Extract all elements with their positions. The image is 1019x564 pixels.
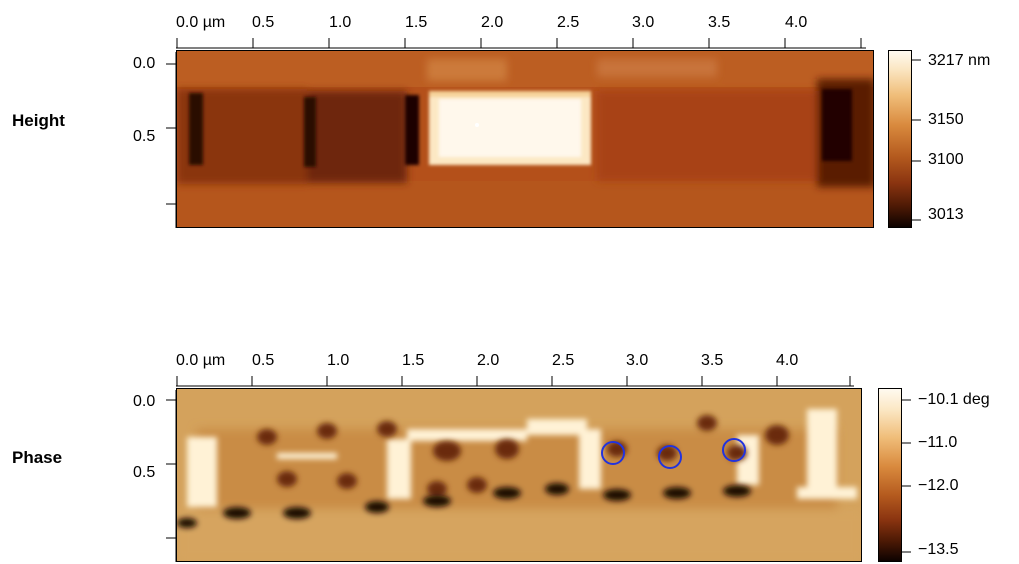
- height-y-tick: 0.5: [133, 128, 156, 145]
- height-colorbar-label: 3217 nm: [928, 52, 991, 69]
- height-y-tick: 0.0: [133, 55, 156, 72]
- phase-x-tick: 0.0 µm: [176, 352, 226, 369]
- phase-x-tick: 1.5: [402, 352, 425, 369]
- phase-colorbar-label: −12.0: [918, 477, 959, 494]
- height-colorbar: [888, 50, 912, 228]
- height-colorbar-label: 3013: [928, 206, 964, 223]
- phase-colorbar-label: −10.1 deg: [918, 391, 990, 408]
- height-colorbar-label: 3150: [928, 111, 964, 128]
- height-x-tick: 2.0: [481, 14, 504, 31]
- phase-x-tick: 3.0: [626, 352, 649, 369]
- height-x-tick: 4.0: [785, 14, 808, 31]
- height-colorbar-ticks: [911, 59, 921, 221]
- marker-circle: [658, 445, 682, 469]
- height-x-tick: 1.0: [329, 14, 352, 31]
- phase-colorbar-ticks: [901, 399, 911, 553]
- phase-x-tick: 2.5: [552, 352, 575, 369]
- phase-colorbar-label: −11.0: [918, 434, 958, 451]
- height-x-tick: 1.5: [405, 14, 428, 31]
- phase-x-tick: 1.0: [327, 352, 350, 369]
- phase-x-tick: 0.5: [252, 352, 275, 369]
- phase-map-image: [176, 388, 862, 562]
- phase-y-tick: 0.0: [133, 393, 156, 410]
- phase-x-axis: [176, 376, 854, 387]
- height-x-tick: 2.5: [557, 14, 580, 31]
- phase-colorbar: [878, 388, 902, 562]
- phase-label: Phase: [12, 448, 63, 467]
- height-colorbar-label: 3100: [928, 151, 964, 168]
- marker-circle: [722, 438, 746, 462]
- phase-x-tick: 4.0: [776, 352, 799, 369]
- height-x-tick: 3.5: [708, 14, 731, 31]
- height-x-tick: 0.5: [252, 14, 275, 31]
- height-label: Height: [12, 111, 65, 130]
- phase-colorbar-label: −13.5: [918, 541, 959, 558]
- phase-x-tick: 3.5: [701, 352, 724, 369]
- phase-x-tick: 2.0: [477, 352, 500, 369]
- height-x-tick: 0.0 µm: [176, 14, 226, 31]
- height-x-axis: [176, 38, 866, 49]
- marker-circle: [601, 441, 625, 465]
- height-map-image: [176, 50, 874, 228]
- phase-y-tick: 0.5: [133, 464, 156, 481]
- height-x-tick: 3.0: [632, 14, 655, 31]
